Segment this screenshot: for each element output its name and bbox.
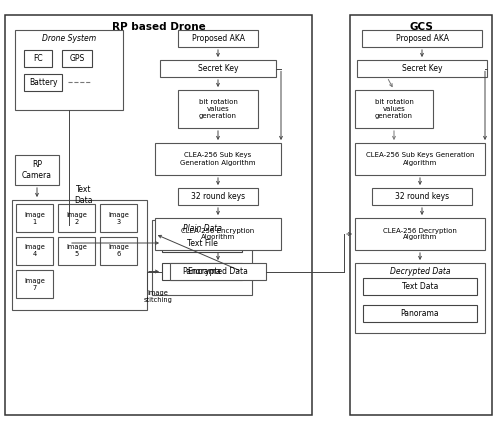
Text: GPS: GPS (70, 54, 84, 63)
Text: Image
4: Image 4 (24, 244, 45, 257)
Bar (16, 237, 53, 265)
Text: Proposed AKA: Proposed AKA (396, 34, 448, 43)
Text: 32 round keys: 32 round keys (395, 192, 449, 201)
Text: Text Data: Text Data (402, 282, 438, 291)
Text: Drone System: Drone System (42, 34, 96, 43)
Bar (357, 60, 487, 77)
Text: RP based Drone: RP based Drone (112, 22, 206, 32)
Bar (355, 90, 433, 128)
Bar (24, 50, 52, 67)
Bar (16, 204, 53, 232)
Bar (160, 60, 276, 77)
Bar (15, 155, 59, 185)
Bar (152, 220, 252, 295)
Bar (355, 143, 485, 175)
Bar (12, 200, 147, 310)
Text: 32 round keys: 32 round keys (191, 192, 245, 201)
Bar (355, 218, 485, 250)
Text: Encrypted Data: Encrypted Data (188, 267, 248, 276)
Bar (162, 235, 242, 252)
Bar (372, 188, 472, 205)
Text: FC: FC (33, 54, 43, 63)
Bar (363, 278, 477, 295)
Text: Proposed AKA: Proposed AKA (192, 34, 244, 43)
Text: Text File: Text File (186, 239, 218, 248)
Text: CLEA-256 Sub Keys Generation
Algorithm: CLEA-256 Sub Keys Generation Algorithm (366, 152, 474, 165)
Bar (16, 270, 53, 298)
Text: Image
2: Image 2 (66, 211, 87, 225)
Text: Plain Data: Plain Data (182, 224, 222, 233)
Text: CLEA-256 Decryption
Algorithm: CLEA-256 Decryption Algorithm (383, 227, 457, 241)
Text: Battery: Battery (29, 78, 57, 87)
Bar (58, 204, 95, 232)
Bar (100, 237, 137, 265)
Bar (355, 263, 485, 333)
Text: Image
1: Image 1 (24, 211, 45, 225)
Bar (62, 50, 92, 67)
Bar (178, 30, 258, 47)
Bar (5, 15, 312, 415)
Bar (100, 204, 137, 232)
Bar (24, 74, 62, 91)
Text: Image
7: Image 7 (24, 278, 45, 290)
Text: Panorama: Panorama (182, 267, 222, 276)
Bar (178, 188, 258, 205)
Bar (170, 263, 266, 280)
Text: GCS: GCS (409, 22, 433, 32)
Bar (155, 218, 281, 250)
Text: Image
6: Image 6 (108, 244, 129, 257)
Text: bit rotation
values
generation: bit rotation values generation (198, 99, 237, 119)
Text: Image
5: Image 5 (66, 244, 87, 257)
Bar (58, 237, 95, 265)
Bar (362, 30, 482, 47)
Text: Image
3: Image 3 (108, 211, 129, 225)
Text: bit rotation
values
generation: bit rotation values generation (374, 99, 414, 119)
Text: Panorama: Panorama (400, 309, 440, 318)
Bar (350, 15, 492, 415)
Text: Decrypted Data: Decrypted Data (390, 267, 450, 276)
Text: Text
Data: Text Data (74, 185, 92, 205)
Bar (155, 143, 281, 175)
Bar (178, 90, 258, 128)
Text: Secret Key: Secret Key (198, 64, 238, 73)
Text: Image
stitching: Image stitching (144, 290, 172, 303)
Bar (15, 30, 123, 110)
Bar (363, 305, 477, 322)
Text: Secret Key: Secret Key (402, 64, 442, 73)
Text: CLEA-256 Sub Keys
Generation Algorithm: CLEA-256 Sub Keys Generation Algorithm (180, 152, 256, 165)
Bar (162, 263, 242, 280)
Text: CLEA-256 Encryption
Algorithm: CLEA-256 Encryption Algorithm (182, 227, 254, 241)
Text: RP
Camera: RP Camera (22, 160, 52, 180)
